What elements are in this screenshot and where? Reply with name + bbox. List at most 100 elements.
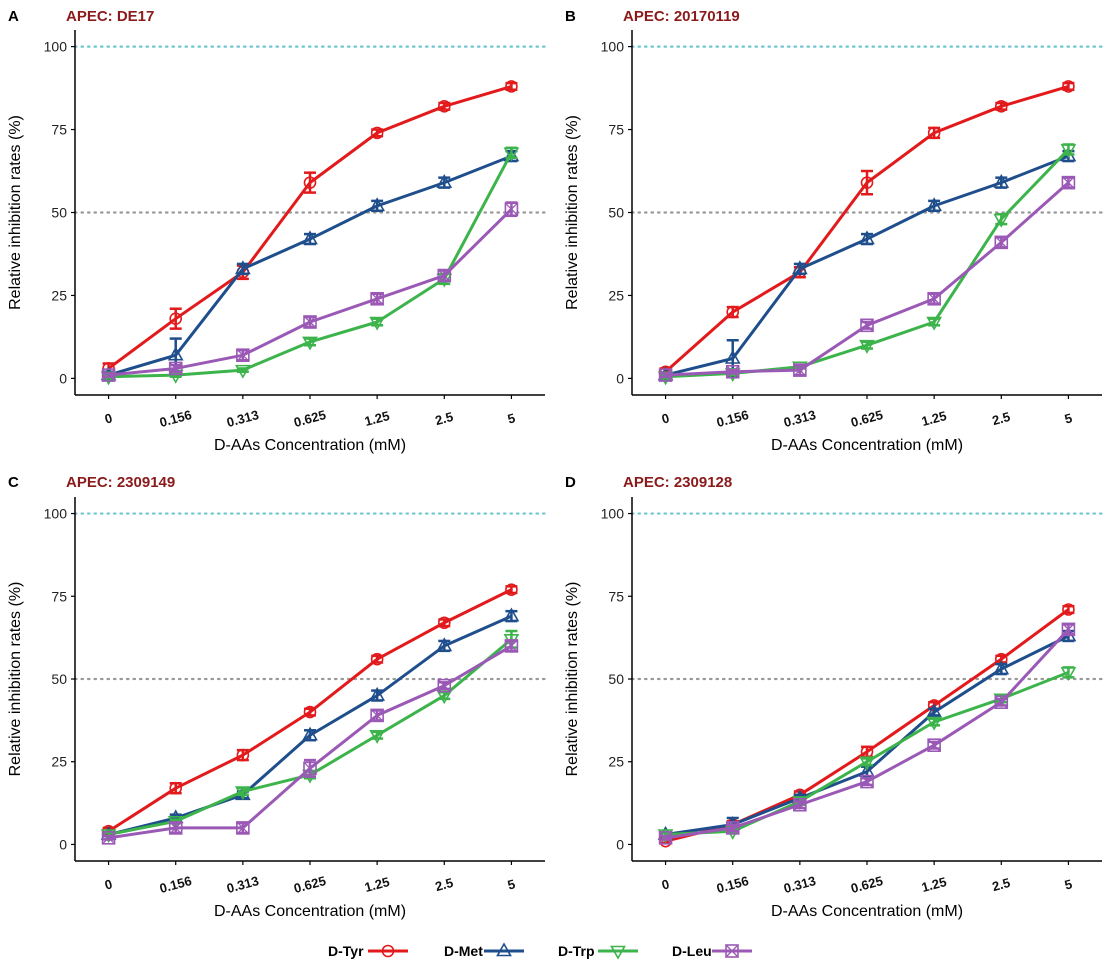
- error-bar: [371, 730, 384, 740]
- x-tick-label: 5: [1063, 876, 1074, 892]
- data-point: [369, 316, 386, 331]
- y-tick-label: 50: [51, 671, 67, 687]
- data-point: [302, 230, 318, 245]
- data-point-box: [303, 315, 317, 329]
- error-bar: [861, 340, 873, 350]
- data-point: [658, 368, 673, 382]
- panel-letter: B: [565, 8, 576, 25]
- data-point-box: [927, 291, 941, 306]
- series-d-leu: [101, 201, 519, 382]
- data-point: [437, 100, 451, 113]
- data-point-box: [101, 368, 116, 382]
- panel-b: B APEC: 20170119 0 25 50 75 100 0 0.156 0.313 0.62…: [564, 8, 1104, 454]
- data-point-box: [101, 831, 116, 845]
- x-tick-label: 5: [506, 410, 517, 426]
- data-point: [234, 260, 251, 275]
- data-point-box: [504, 639, 519, 653]
- data-point: [860, 176, 874, 189]
- data-point: [793, 363, 807, 377]
- x-tick-label: 0.313: [225, 873, 260, 896]
- y-axis-title: Relative inhibition rates (%): [564, 115, 581, 310]
- data-point: [101, 368, 116, 382]
- data-point: [993, 660, 1010, 675]
- legend-item-d-tyr: D-Tyr: [328, 943, 408, 959]
- data-point: [369, 729, 386, 744]
- y-tick-label: 100: [601, 39, 625, 55]
- series-d-tyr: [659, 603, 1075, 848]
- legend-marker: [725, 944, 739, 958]
- data-point: [101, 831, 116, 845]
- x-tick-label: 0.625: [849, 873, 884, 896]
- x-tick-label: 0.156: [158, 873, 193, 896]
- error-bar: [169, 307, 182, 330]
- data-point-x2: [927, 738, 941, 752]
- x-tick-label: 0: [660, 410, 671, 426]
- data-point-x2: [860, 775, 874, 789]
- data-point-box: [860, 774, 874, 789]
- panel-letter: D: [565, 474, 576, 491]
- data-point-box: [437, 268, 452, 283]
- data-point: [1061, 622, 1076, 637]
- data-point: [1060, 667, 1077, 682]
- data-point-x2: [370, 292, 384, 306]
- legend-marker: [610, 945, 626, 960]
- legend-marker-x2: [725, 944, 739, 958]
- data-point: [503, 147, 520, 162]
- panel-title: APEC: 2309149: [66, 474, 175, 491]
- data-point: [994, 100, 1008, 113]
- y-tick-label: 0: [616, 836, 624, 852]
- data-point: [725, 364, 740, 379]
- data-point-x2: [169, 361, 183, 375]
- x-tick-label: 5: [506, 876, 517, 892]
- data-point: [437, 616, 451, 630]
- data-point: [302, 726, 318, 741]
- series-d-met: [100, 607, 520, 840]
- series-d-tyr: [102, 80, 518, 375]
- x-tick-label: 1.25: [363, 408, 391, 429]
- legend-label: D-Tyr: [328, 943, 364, 959]
- y-tick-label: 100: [44, 39, 68, 55]
- data-point: [994, 235, 1009, 250]
- data-point: [927, 291, 941, 306]
- data-point-x2: [927, 292, 941, 306]
- data-point: [1061, 175, 1076, 190]
- data-point-x2: [303, 761, 317, 775]
- data-point: [927, 738, 941, 752]
- data-point-x2: [102, 831, 116, 845]
- data-point-box: [927, 738, 941, 752]
- x-tick-label: 2.5: [990, 875, 1011, 894]
- data-point: [1062, 80, 1075, 93]
- data-point-box: [994, 235, 1009, 250]
- x-tick-label: 2.5: [990, 409, 1011, 428]
- data-point-x2: [726, 365, 740, 379]
- x-tick-label: 2.5: [433, 409, 454, 428]
- data-point-x2: [994, 235, 1008, 249]
- data-point-box: [303, 761, 317, 776]
- data-point: [993, 213, 1010, 228]
- data-point-box: [658, 831, 673, 845]
- data-point-x2: [793, 798, 807, 812]
- x-tick-label: 0: [660, 876, 671, 892]
- data-point-x2: [169, 821, 183, 835]
- x-tick-label: 5: [1063, 410, 1074, 426]
- data-point: [859, 756, 875, 771]
- panel-d: D APEC: 2309128 0 25 50 75 100 0 0.156 0.313 0.625…: [564, 474, 1104, 920]
- x-axis-title: D-AAs Concentration (mM): [214, 437, 406, 454]
- y-tick-label: 0: [59, 836, 67, 852]
- data-point-box: [793, 363, 807, 377]
- data-point: [234, 786, 251, 801]
- series-line: [108, 614, 513, 836]
- data-point-box: [658, 368, 673, 382]
- data-point: [926, 716, 943, 731]
- data-point: [791, 260, 808, 275]
- series-line: [108, 644, 513, 840]
- x-tick-label: 0.625: [292, 873, 327, 896]
- x-axis-title: D-AAs Concentration (mM): [214, 903, 406, 920]
- data-point-x2: [504, 202, 518, 216]
- legend-item-d-trp: D-Trp: [558, 943, 638, 960]
- panel-title: APEC: 2309128: [623, 474, 732, 491]
- data-point: [169, 781, 183, 795]
- data-point: [859, 230, 875, 245]
- data-point-x2: [102, 368, 116, 382]
- data-point: [926, 316, 943, 331]
